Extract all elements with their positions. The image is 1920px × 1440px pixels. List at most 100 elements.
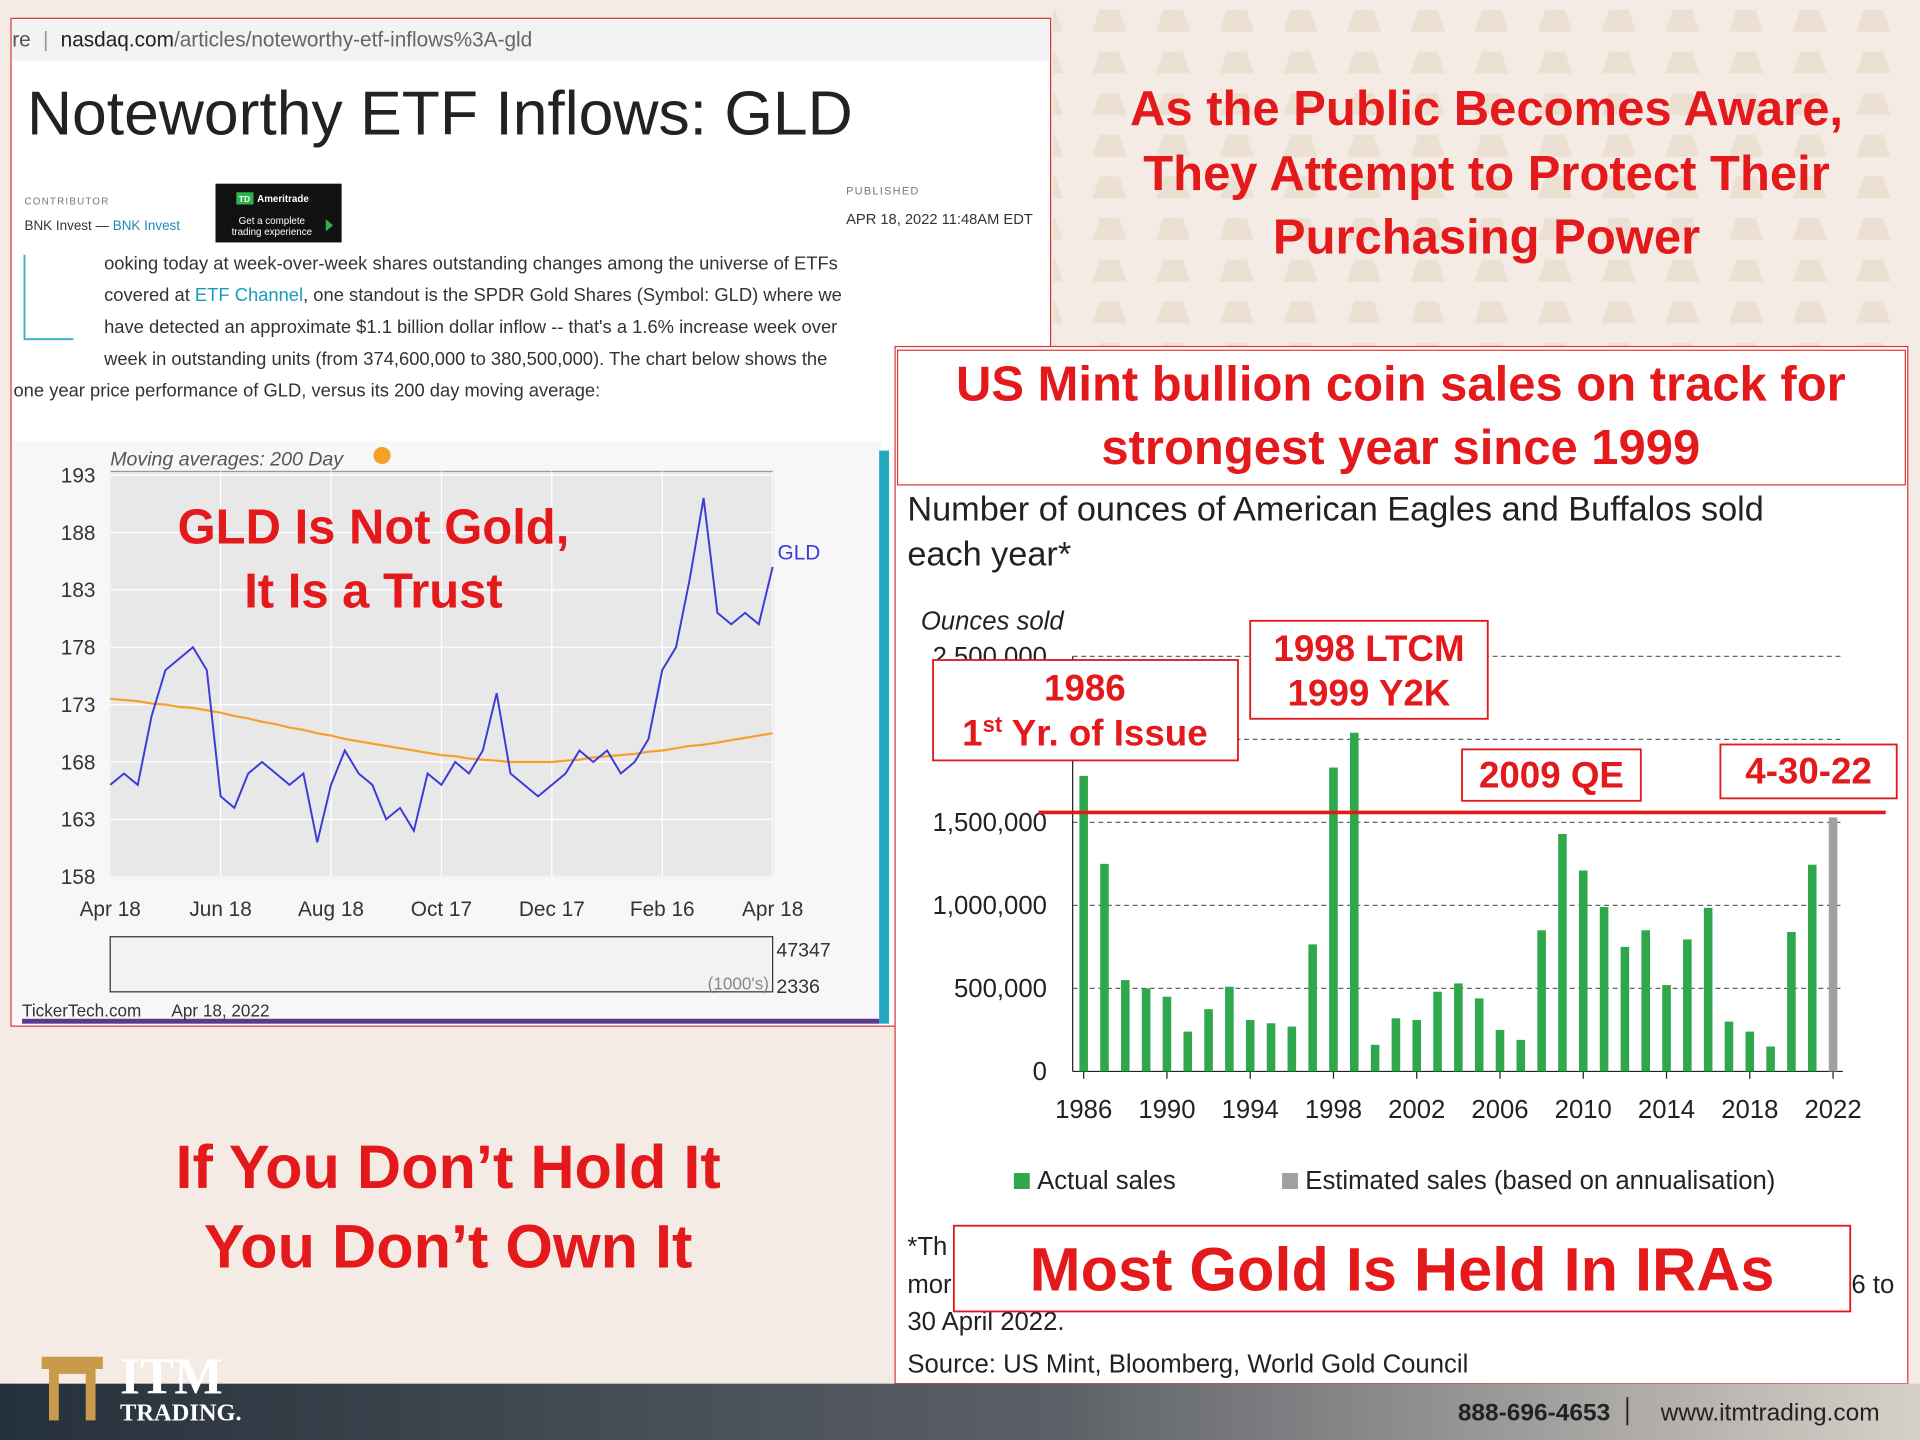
body-link[interactable]: ETF Channel (195, 284, 303, 305)
bar (1807, 864, 1817, 1072)
x-tick-label: 2010 (1555, 1096, 1612, 1124)
ad-logo-box (236, 192, 254, 205)
url-path: /articles/noteworthy-etf-inflows%3A-gld (174, 29, 532, 52)
brand-sub: TRADING. (120, 1399, 242, 1426)
y-tick-label: 193 (61, 464, 96, 487)
bar (1599, 907, 1609, 1072)
bar (1204, 1009, 1213, 1072)
legend-label: Estimated sales (based on annualisation) (1305, 1167, 1775, 1195)
author-link[interactable]: BNK Invest (113, 218, 181, 233)
annotation-box (1461, 748, 1642, 802)
subtitle: Number of ounces of American Eagles and … (907, 490, 1764, 528)
annotation-box (1249, 619, 1489, 720)
overlay-text: GLD Is Not Gold, (178, 501, 570, 555)
legend-label: Moving averages: 200 Day (110, 448, 344, 470)
url[interactable]: www.itmtrading.com (1660, 1399, 1880, 1426)
annotation-sup: st (983, 712, 1003, 737)
x-tick-label: 2006 (1471, 1096, 1528, 1124)
bar (1578, 870, 1588, 1072)
bar (1787, 931, 1796, 1072)
footnote: 30 April 2022. (907, 1308, 1064, 1336)
bar (1183, 1031, 1193, 1072)
headline: They Attempt to Protect Their (1143, 147, 1830, 201)
y-tick-label: 163 (61, 809, 96, 832)
legend-label: Actual sales (1037, 1167, 1176, 1195)
bar (1121, 980, 1130, 1072)
y-tick-label: 188 (61, 522, 96, 545)
annotation: 1st Yr. of Issue (962, 712, 1207, 753)
y-tick-label: 500,000 (954, 975, 1047, 1003)
body-text: covered at (104, 284, 195, 305)
bar (1724, 1021, 1734, 1072)
ad-brand: Ameritrade (257, 194, 309, 205)
bottom-bar (22, 1018, 880, 1024)
x-tick-label: 1986 (1055, 1096, 1112, 1124)
footnote: *Th (907, 1233, 947, 1261)
body-line: ooking today at week-over-week shares ou… (104, 252, 838, 273)
annotation: 1999 Y2K (1288, 672, 1451, 713)
chart-title: strongest year since 1999 (1101, 421, 1700, 475)
callout: Most Gold Is Held In IRAs (1030, 1236, 1775, 1304)
bar (1308, 944, 1317, 1072)
y-tick-label: 158 (61, 866, 96, 889)
volume-box (109, 936, 774, 993)
callout-box (952, 1224, 1852, 1313)
bar (1703, 907, 1713, 1072)
volume-max: 47347 (776, 939, 830, 961)
published-date: APR 18, 2022 11:48AM EDT (846, 212, 1033, 228)
bar (1287, 1026, 1297, 1072)
x-tick-label: 1994 (1222, 1096, 1279, 1124)
phone: 888-696-4653 (1458, 1399, 1610, 1426)
x-tick-label: Dec 17 (519, 898, 585, 921)
y-tick-label: 0 (1033, 1058, 1047, 1086)
x-tick-label: 1998 (1305, 1096, 1362, 1124)
gld-chart: 158 163 168 173 178 183 188 193 Apr 18 Jun 18 Aug … (22, 446, 831, 1020)
footnote: 6 to (1851, 1271, 1894, 1299)
bar (1558, 833, 1567, 1072)
series-label: GLD (778, 542, 821, 565)
bar (1391, 1018, 1401, 1072)
y-tick-label: 173 (61, 694, 96, 717)
mint-title-box (896, 349, 1906, 486)
annotation: 1998 LTCM (1273, 628, 1464, 669)
url: re | nasdaq.com/articles/noteworthy-etf-in… (12, 29, 532, 52)
y-tick-label: 178 (61, 637, 96, 660)
bar (1766, 1046, 1775, 1072)
bar (1641, 930, 1650, 1072)
side-bar (879, 450, 889, 1024)
tagline: You Don’t Own It (204, 1212, 693, 1280)
y-tick-label: 1,000,000 (933, 892, 1047, 920)
background-pattern (1053, 0, 1920, 356)
url-prefix: re (12, 29, 31, 52)
legend-marker (373, 446, 391, 465)
annotation-part: 1 (962, 713, 982, 754)
x-tick-label: Jun 18 (189, 898, 251, 921)
source-date: Apr 18, 2022 (171, 1000, 269, 1020)
y-tick-label: 183 (61, 579, 96, 602)
contributor-label: CONTRIBUTOR (24, 196, 109, 207)
author: BNK Invest — BNK Invest (24, 218, 180, 233)
article-title: Noteworthy ETF Inflows: GLD (27, 79, 853, 149)
body-line: week in outstanding units (from 374,600,… (103, 348, 827, 369)
bar (1683, 939, 1692, 1072)
x-tick-label: 1990 (1138, 1096, 1195, 1124)
bar (1245, 1019, 1255, 1072)
y-tick-label: 168 (61, 751, 96, 774)
legend-swatch (1282, 1173, 1298, 1189)
footer (0, 1383, 1920, 1440)
bar (1329, 767, 1338, 1072)
body-line: covered at ETF Channel, one standout is … (104, 284, 842, 305)
ad-logo: TD (239, 194, 250, 204)
x-tick-label: Feb 16 (630, 898, 695, 921)
mint-chart: US Mint bullion coin sales on track for s… (907, 357, 1898, 1379)
annotation-part: Yr. of Issue (1002, 713, 1207, 754)
bar (1537, 930, 1546, 1072)
dropcap-frame (23, 254, 74, 341)
source: Source: US Mint, Bloomberg, World Gold C… (907, 1351, 1468, 1379)
separator: — (96, 218, 110, 233)
ad-line: trading experience (232, 227, 312, 238)
ad-line: Get a complete (239, 216, 305, 227)
x-tick-label: Apr 18 (80, 898, 141, 921)
body-text: , one standout is the SPDR Gold Shares (… (303, 284, 842, 305)
